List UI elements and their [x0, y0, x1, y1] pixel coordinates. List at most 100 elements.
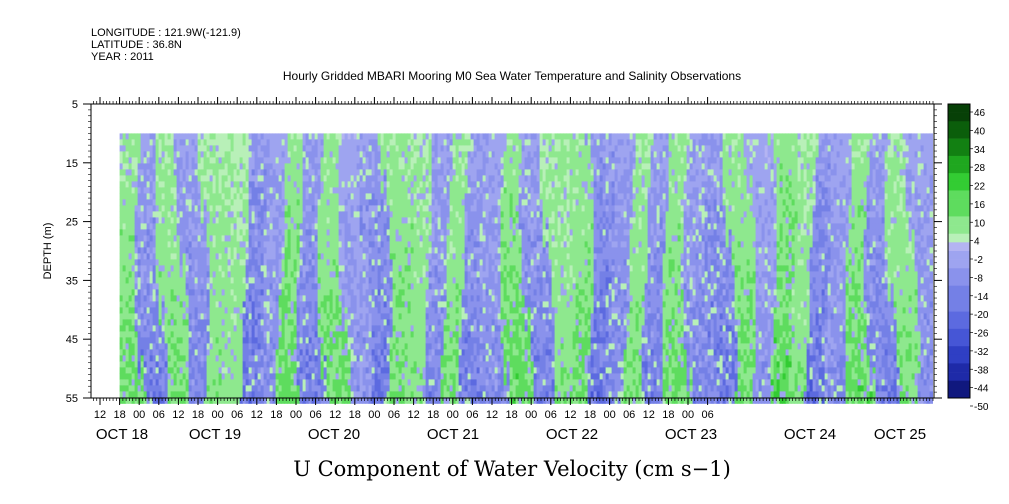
heatmap-cell [122, 367, 126, 374]
heatmap-cell [173, 247, 177, 254]
heatmap-cell [260, 133, 264, 140]
heatmap-cell [362, 379, 366, 386]
heatmap-cell [134, 277, 138, 284]
heatmap-cell [380, 277, 384, 284]
heatmap-cell [443, 343, 447, 350]
heatmap-cell [437, 361, 441, 368]
heatmap-cell [218, 175, 222, 182]
heatmap-cell [275, 223, 279, 230]
heatmap-cell [275, 295, 279, 302]
heatmap-cell [164, 289, 168, 296]
heatmap-cell [191, 187, 195, 194]
heatmap-cell [269, 265, 273, 272]
heatmap-cell [419, 349, 423, 356]
heatmap-cell [350, 265, 354, 272]
heatmap-cell [308, 283, 312, 290]
heatmap-cell [170, 253, 174, 260]
heatmap-cell [197, 193, 201, 200]
heatmap-cell [377, 139, 381, 146]
heatmap-cell [431, 181, 435, 188]
heatmap-cell [233, 241, 237, 248]
heatmap-cell [320, 289, 324, 296]
heatmap-cell [167, 367, 171, 374]
heatmap-cell [281, 313, 285, 320]
heatmap-cell [173, 307, 177, 314]
heatmap-cell [299, 385, 303, 392]
heatmap-cell [122, 319, 126, 326]
heatmap-cell [350, 349, 354, 356]
heatmap-cell [185, 259, 189, 266]
heatmap-cell [203, 259, 207, 266]
heatmap-cell [293, 163, 297, 170]
heatmap-cell [398, 145, 402, 152]
heatmap-cell [257, 301, 261, 308]
heatmap-cell [161, 331, 165, 338]
heatmap-cell [149, 337, 153, 344]
heatmap-cell [314, 217, 318, 224]
heatmap-cell [404, 337, 408, 344]
heatmap-cell [191, 145, 195, 152]
heatmap-cell [296, 193, 300, 200]
heatmap-cell [200, 355, 204, 362]
heatmap-cell [143, 133, 147, 140]
heatmap-cell [251, 217, 255, 224]
heatmap-cell [158, 217, 162, 224]
heatmap-cell [425, 355, 429, 362]
heatmap-cell [203, 289, 207, 296]
heatmap-cell [365, 151, 369, 158]
heatmap-cell [200, 373, 204, 380]
heatmap-cell [326, 211, 330, 218]
heatmap-cell [143, 163, 147, 170]
heatmap-cell [281, 169, 285, 176]
heatmap-cell [428, 343, 432, 350]
heatmap-cell [230, 373, 234, 380]
heatmap-cell [437, 313, 441, 320]
heatmap-cell [434, 241, 438, 248]
heatmap-cell [380, 151, 384, 158]
heatmap-cell [260, 373, 264, 380]
heatmap-cell [155, 235, 159, 242]
heatmap-cell [356, 361, 360, 368]
heatmap-cell [134, 259, 138, 266]
heatmap-cell [365, 337, 369, 344]
heatmap-cell [179, 145, 183, 152]
heatmap-cell [305, 337, 309, 344]
heatmap-cell [311, 265, 315, 272]
heatmap-cell [221, 331, 225, 338]
heatmap-cell [443, 379, 447, 386]
heatmap-cell [134, 349, 138, 356]
heatmap-cell [392, 139, 396, 146]
heatmap-cell [389, 307, 393, 314]
heatmap-cell [278, 247, 282, 254]
heatmap-cell [404, 229, 408, 236]
heatmap-cell [386, 187, 390, 194]
heatmap-cell [200, 229, 204, 236]
heatmap-cell [410, 379, 414, 386]
heatmap-cell [272, 139, 276, 146]
heatmap-cell [338, 337, 342, 344]
heatmap-cell [296, 337, 300, 344]
heatmap-cell [230, 175, 234, 182]
heatmap-cell [395, 331, 399, 338]
heatmap-cell [194, 373, 198, 380]
heatmap-cell [191, 247, 195, 254]
heatmap-cell [347, 283, 351, 290]
heatmap-cell [254, 211, 258, 218]
heatmap-cell [416, 235, 420, 242]
heatmap-cell [377, 187, 381, 194]
heatmap-cell [281, 157, 285, 164]
heatmap-cell [143, 241, 147, 248]
heatmap-cell [128, 361, 132, 368]
heatmap-cell [305, 211, 309, 218]
heatmap-cell [182, 361, 186, 368]
heatmap-cell [323, 223, 327, 230]
heatmap-cell [170, 307, 174, 314]
heatmap-cell [392, 247, 396, 254]
heatmap-cell [188, 265, 192, 272]
heatmap-cell [404, 391, 408, 398]
heatmap-cell [332, 133, 336, 140]
heatmap-cell [287, 331, 291, 338]
heatmap-cell [212, 205, 216, 212]
heatmap-cell [332, 307, 336, 314]
heatmap-cell [308, 181, 312, 188]
